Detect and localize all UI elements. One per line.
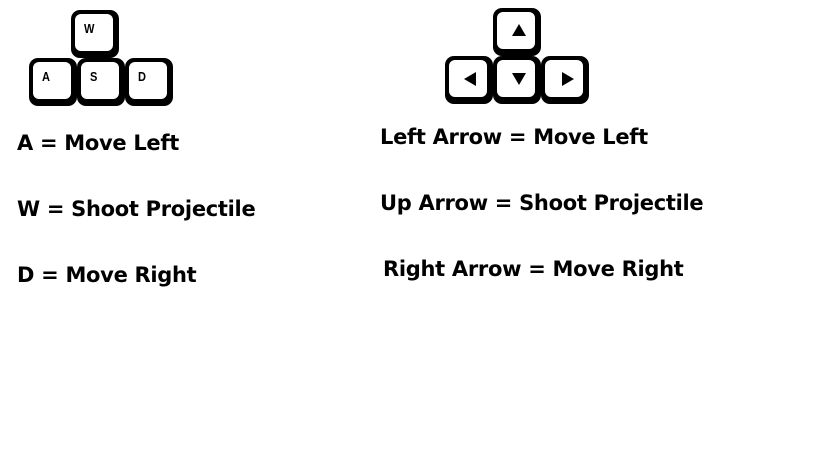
binding-right-arrow-move-right: Right Arrow = Move Right: [383, 257, 684, 281]
key-s: S: [77, 58, 125, 106]
binding-d-move-right: D = Move Right: [17, 263, 197, 287]
binding-w-shoot: W = Shoot Projectile: [17, 197, 256, 221]
key-w-label: W: [84, 21, 95, 36]
binding-up-arrow-shoot: Up Arrow = Shoot Projectile: [380, 191, 704, 215]
key-w: W: [71, 10, 119, 58]
key-d: D: [125, 58, 173, 106]
key-a: A: [29, 58, 77, 106]
binding-a-move-left: A = Move Left: [17, 131, 179, 155]
left-arrow-icon: [464, 72, 476, 86]
key-d-label: D: [138, 69, 146, 84]
key-s-label: S: [90, 69, 98, 84]
binding-left-arrow-move-left: Left Arrow = Move Left: [380, 125, 648, 149]
key-left: [445, 56, 493, 104]
up-arrow-icon: [512, 24, 526, 36]
key-up: [493, 8, 541, 56]
right-arrow-icon: [562, 72, 574, 86]
key-down: [493, 56, 541, 104]
key-a-label: A: [42, 69, 50, 84]
key-right: [541, 56, 589, 104]
down-arrow-icon: [512, 73, 526, 85]
